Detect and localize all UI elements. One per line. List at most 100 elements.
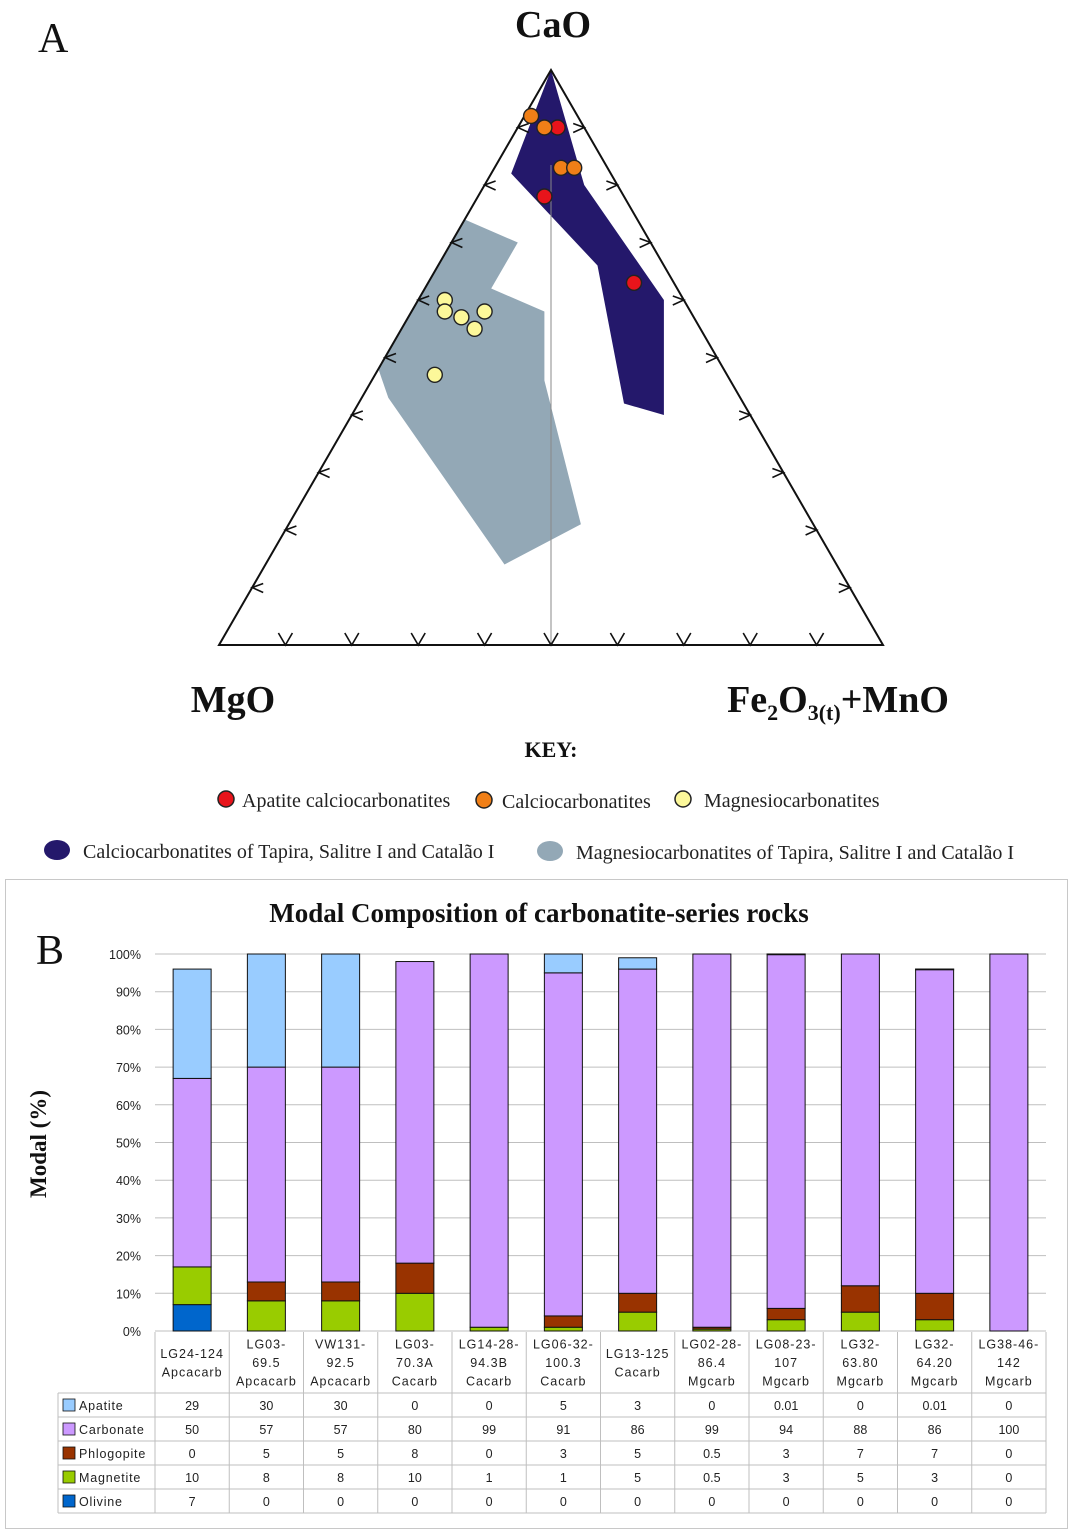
table-cell-value: 8 [337,1471,344,1485]
legend-marker-magnesiocarbonatites [674,790,692,808]
legend-key-olivine [62,1494,76,1508]
tick-bottom [410,632,426,647]
y-tick-label: 90% [116,986,141,1000]
table-cell-value: 7 [931,1447,938,1461]
table-cell-value: 5 [634,1447,641,1461]
apex-label-mgo: MgO [191,679,275,721]
y-tick-label: 50% [116,1137,141,1151]
table-cell-value: 1 [486,1471,493,1485]
table-cell-value: 0.01 [922,1399,946,1413]
table-cell-value: 0 [1005,1471,1012,1485]
table-cell-value: 91 [556,1423,570,1437]
calciocarbonatite-point [522,107,540,125]
bar-segment-phlogopite [766,1307,806,1321]
table-cell-value: 8 [411,1447,418,1461]
y-tick-label: 0% [123,1325,141,1339]
table-cell-value: 86 [631,1423,645,1437]
table-cell-value: 3 [783,1447,790,1461]
tick-left [416,295,430,306]
ternary-panel: A CaO MgO Fe2O3(t)+MnO KEY: Apatite calc… [38,4,1014,864]
bar-segment-magnetite [172,1266,212,1306]
tick-right [639,237,653,249]
bar-segment-carbonate [989,953,1029,1332]
legend-swatch-calcio-field [44,840,70,860]
apex-right-part1: Fe [727,679,767,721]
x-category-label: LG13-125 Cacarb [606,1347,670,1380]
tick-right [772,467,786,479]
bar-segment-apatite [321,953,361,1068]
table-cell-value: 99 [705,1423,719,1437]
x-category-label: LG38-46-142 Mgcarb [978,1338,1039,1389]
tick-left [515,122,530,134]
table-cell-value: 80 [408,1423,422,1437]
legend-key-magnetite [62,1470,76,1484]
bar-segment-phlogopite [618,1292,658,1313]
legend-key-apatite [62,1398,76,1412]
table-cell-value: 30 [259,1399,273,1413]
table-cell-value: 29 [185,1399,199,1413]
table-cell-value: 0.01 [774,1399,798,1413]
table-cell-value: 0 [708,1495,715,1509]
bar-segment-phlogopite [840,1285,880,1313]
calciocarbonatite-point [536,119,553,136]
tick-left [349,410,364,421]
apex-label-fe2o3-mno: Fe2O3(t)+MnO [727,679,949,725]
table-cell-value: 0.5 [703,1471,720,1485]
table-cell-value: 0 [411,1495,418,1509]
table-cell-value: 0 [634,1495,641,1509]
table-cell-value: 0 [783,1495,790,1509]
bar-segment-phlogopite [321,1281,361,1302]
x-category-label: LG32-64.20 Mgcarb [911,1338,959,1389]
bar-segment-magnetite [840,1311,880,1332]
table-cell-value: 5 [857,1471,864,1485]
bar-segment-carbonate [543,972,583,1317]
x-category-label: LG06-32-100.3 Cacarb [533,1338,594,1389]
tick-right [805,525,819,536]
legend-label-calciocarbonatites: Calciocarbonatites [502,791,651,813]
table-cell-value: 7 [189,1495,196,1509]
bar-segment-carbonate [321,1066,361,1283]
bar-segment-magnetite [543,1326,583,1332]
table-cell-value: 0 [1005,1447,1012,1461]
tick-left [250,582,264,594]
key-title: KEY: [525,737,578,762]
bar-segment-apatite [172,968,212,1079]
bar-segment-apatite [246,953,286,1068]
table-cell-value: 0 [486,1495,493,1509]
table-cell-value: 57 [259,1423,273,1437]
table-cell-value: 5 [560,1399,567,1413]
table-cell-value: 0 [411,1399,418,1413]
table-cell-value: 5 [337,1447,344,1461]
bar-segment-carbonate [395,961,435,1264]
legend-swatch-magnesio-field [537,841,563,861]
table-cell-value: 3 [560,1447,567,1461]
bar-segment-olivine [172,1304,212,1332]
table-cell-value: 0 [189,1447,196,1461]
tick-bottom [344,632,360,647]
tick-left [482,180,496,191]
x-category-label: LG32-63.80 Mgcarb [837,1338,885,1389]
tick-left [382,352,397,364]
y-axis-label: Modal (%) [26,1090,51,1198]
tick-right [572,122,587,134]
y-tick-label: 100% [109,948,141,962]
x-category-label: LG03-69.5 Apcacarb [236,1338,297,1389]
y-tick-label: 60% [116,1099,141,1113]
bar-segment-carbonate [172,1077,212,1268]
bar-segment-carbonate [469,953,509,1328]
tick-bottom [808,632,825,647]
tick-bottom [277,632,294,647]
table-cell-value: 57 [334,1423,348,1437]
bar-segment-apatite [766,953,806,956]
bar-segment-carbonate [766,953,806,1309]
magnesiocarbonatite-point [426,366,443,383]
legend-label-magnesio-field: Magnesiocarbonatites of Tapira, Salitre … [576,842,1014,864]
bar-segment-phlogopite [915,1292,955,1321]
table-cell-value: 0 [263,1495,270,1509]
tick-bottom [742,632,758,647]
tick-bottom [543,632,559,647]
tick-right [672,295,686,306]
table-cell-value: 0 [931,1495,938,1509]
legend-marker-calciocarbonatites [475,791,493,809]
table-cell-value: 1 [560,1471,567,1485]
